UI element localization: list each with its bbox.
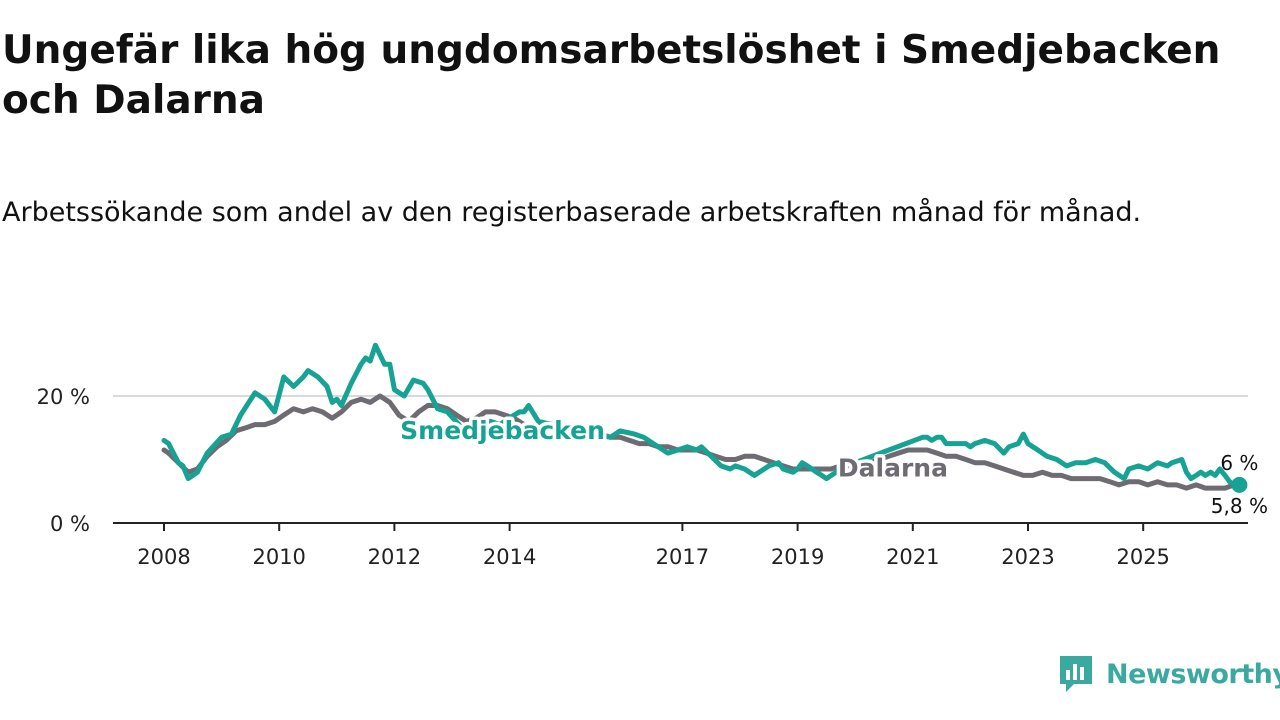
x-tick-label: 2019 — [771, 545, 824, 569]
series-layer — [161, 342, 1242, 491]
end-value-label-dalarna: 5,8 % — [1211, 494, 1268, 518]
x-tick-label: 2025 — [1116, 545, 1169, 569]
x-tick-label: 2010 — [252, 545, 305, 569]
x-tick-label: 2021 — [886, 545, 939, 569]
x-tick-label: 2017 — [656, 545, 709, 569]
brand-name: Newsworthy — [1106, 658, 1280, 690]
chart-subtitle: Arbetssökande som andel av den registerb… — [2, 197, 1142, 228]
end-value-label-smedjebacken: 6 % — [1220, 451, 1258, 475]
x-tick-label: 2012 — [368, 545, 421, 569]
y-tick-label: 0 % — [50, 512, 90, 536]
x-axis-ticks: 2008 2010 2012 2014 2017 2019 2021 2023 2025 — [137, 523, 1170, 569]
series-line-dalarna — [161, 393, 1242, 491]
series-label-smedjebacken: Smedjebacken — [400, 416, 605, 445]
series-label-dalarna: Dalarna — [838, 454, 948, 483]
y-tick-label: 20 % — [37, 385, 90, 409]
newsworthy-logo-icon — [1060, 656, 1092, 692]
x-tick-label: 2014 — [483, 545, 536, 569]
x-tick-label: 2023 — [1001, 545, 1054, 569]
chart-title: Ungefär lika hög ungdomsarbetslöshet i S… — [2, 28, 1221, 123]
newsworthy-brand: Newsworthy — [1058, 654, 1280, 694]
series-line-smedjebacken — [161, 342, 1242, 488]
x-tick-label: 2008 — [137, 545, 190, 569]
smedjebacken-end-marker — [1231, 476, 1248, 493]
